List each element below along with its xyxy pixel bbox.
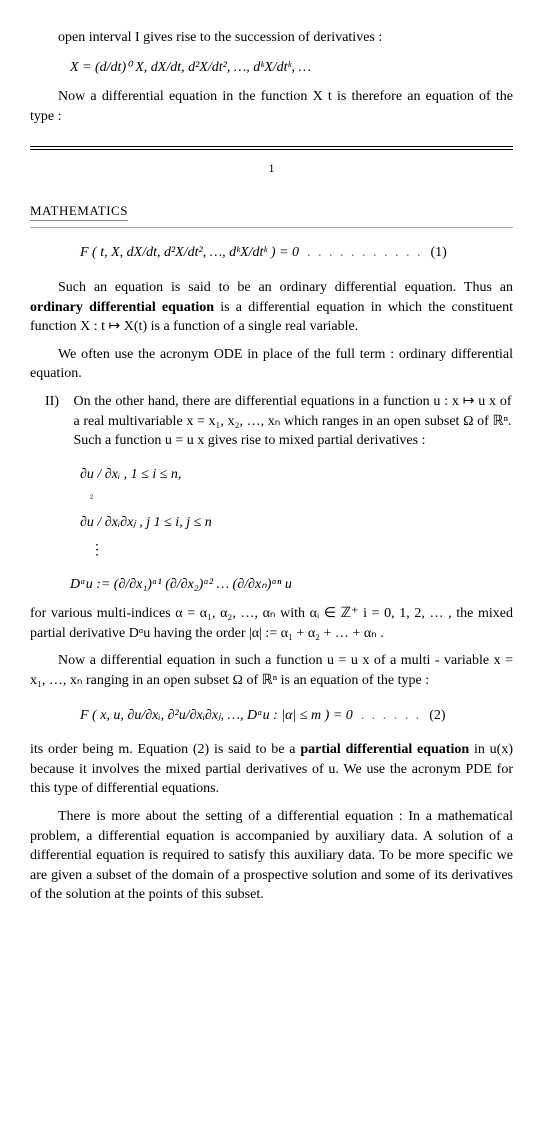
equation-1-lhs: F ( t, X, dX/dt, d²X/dt², …, dᵏX/dtᵏ ) =… <box>80 243 299 263</box>
text-order-head: its order being m. Equation (2) is said … <box>30 742 300 757</box>
header-rule: MATHEMATICS <box>30 202 513 228</box>
partial-first-order: ∂u / ∂xᵢ , 1 ≤ i ≤ n, <box>80 461 513 489</box>
equation-1-dots: . . . . . . . . . . . <box>307 243 423 263</box>
paragraph-now-pde: Now a differential equation in such a fu… <box>30 651 513 690</box>
section-title: MATHEMATICS <box>30 202 128 221</box>
equation-2-number: (2) <box>429 706 445 726</box>
paragraph-open-interval: open interval I gives rise to the succes… <box>30 28 513 48</box>
paragraph-multi-index: for various multi-indices α = α₁, α₂, …,… <box>30 604 513 643</box>
equation-succession: X = (d/dt)⁰ X, dX/dt, d²X/dt², …, dᵏX/dt… <box>70 58 513 78</box>
divider-top <box>30 146 513 147</box>
equation-1-number: (1) <box>430 243 446 263</box>
page-number: 1 <box>30 160 513 177</box>
partial-derivative-list: ∂u / ∂xᵢ , 1 ≤ i ≤ n, ² ∂u / ∂xᵢ∂xⱼ , j … <box>80 461 513 565</box>
paragraph-now-diff-eq: Now a differential equation in the funct… <box>30 87 513 126</box>
paragraph-ode-def: Such an equation is said to be an ordina… <box>30 278 513 337</box>
equation-2-dots: . . . . . . <box>361 706 422 726</box>
paragraph-pde-def: its order being m. Equation (2) is said … <box>30 740 513 799</box>
paragraph-ode-acronym: We often use the acronym ODE in place of… <box>30 345 513 384</box>
equation-2-lhs: F ( x, u, ∂u/∂xᵢ, ∂²u/∂xᵢ∂xⱼ, …, Dᵅu : |… <box>80 706 353 726</box>
divider-top-2 <box>30 149 513 150</box>
text-such-head: Such an equation is said to be an ordina… <box>58 280 513 295</box>
paragraph-more-setting: There is more about the setting of a dif… <box>30 807 513 905</box>
item-ii: II) On the other hand, there are differe… <box>45 392 513 451</box>
text-ode-term: ordinary differential equation <box>30 300 214 315</box>
partial-second-order: ² ∂u / ∂xᵢ∂xⱼ , j 1 ≤ i, j ≤ n <box>80 489 513 537</box>
vertical-dots: ⋮ <box>90 537 513 565</box>
equation-2: F ( x, u, ∂u/∂xᵢ, ∂²u/∂xᵢ∂xⱼ, …, Dᵅu : |… <box>80 706 513 726</box>
item-ii-label: II) <box>45 392 70 412</box>
equation-1: F ( t, X, dX/dt, d²X/dt², …, dᵏX/dtᵏ ) =… <box>80 243 513 263</box>
item-ii-body: On the other hand, there are differentia… <box>74 392 512 451</box>
equation-D-alpha: Dᵅu := (∂/∂x₁)ᵅ¹ (∂/∂x₂)ᵅ² … (∂/∂xₙ)ᵅⁿ u <box>70 575 513 595</box>
text-pde-term: partial differential equation <box>300 742 469 757</box>
